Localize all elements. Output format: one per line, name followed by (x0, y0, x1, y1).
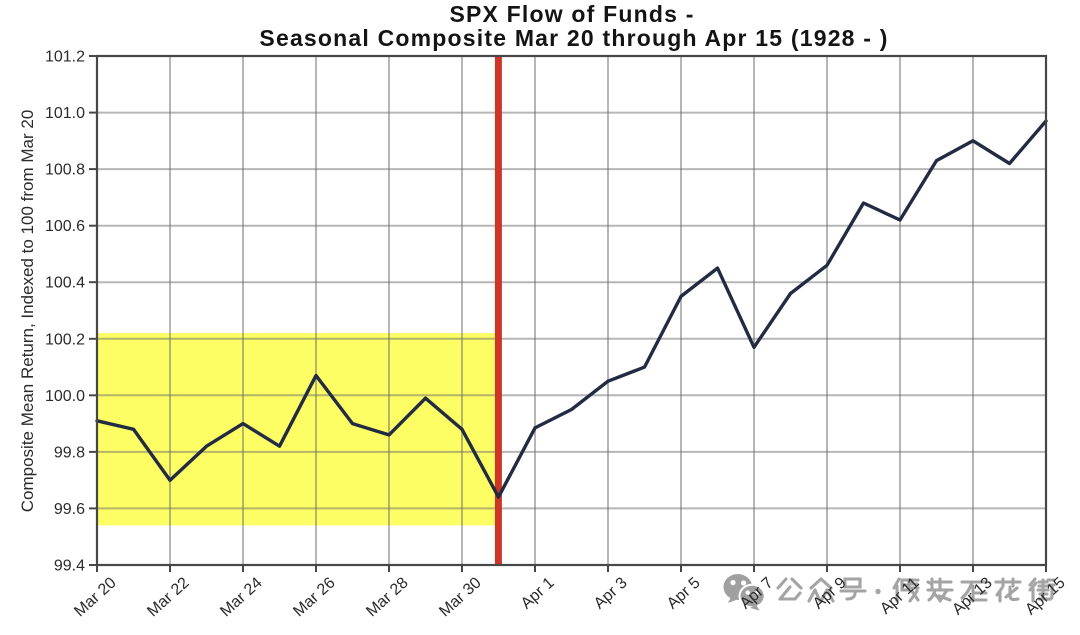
svg-text:Composite Mean Return, Indexed: Composite Mean Return, Indexed to 100 fr… (18, 110, 37, 513)
svg-text:100.8: 100.8 (45, 162, 85, 179)
svg-text:101.0: 101.0 (45, 105, 85, 122)
svg-text:99.4: 99.4 (54, 558, 85, 575)
svg-text:100.6: 100.6 (45, 218, 85, 235)
svg-text:Seasonal Composite Mar 20 thro: Seasonal Composite Mar 20 through Apr 15… (259, 25, 888, 51)
svg-text:99.8: 99.8 (54, 444, 85, 461)
svg-text:SPX Flow of Funds -: SPX Flow of Funds - (449, 1, 694, 27)
svg-text:100.4: 100.4 (45, 275, 85, 292)
svg-text:100.0: 100.0 (45, 388, 85, 405)
svg-text:100.2: 100.2 (45, 331, 85, 348)
svg-text:101.2: 101.2 (45, 49, 85, 66)
svg-text:99.6: 99.6 (54, 501, 85, 518)
